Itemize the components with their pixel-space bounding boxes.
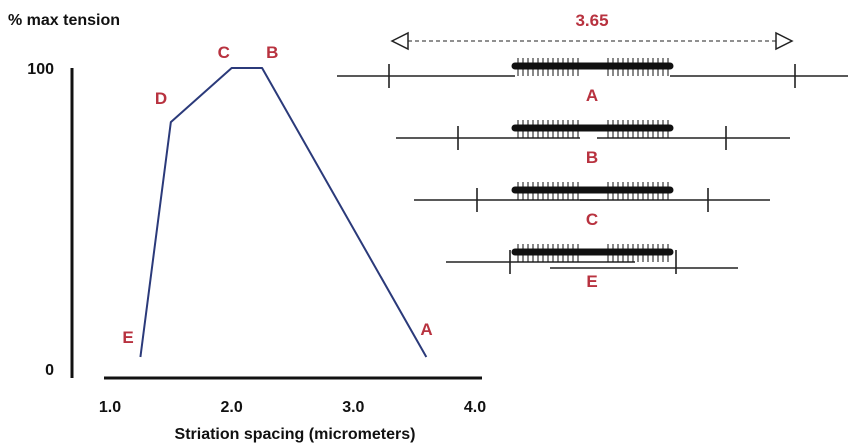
sarcomere-state-label: E [586,272,597,291]
point-label-E: E [122,328,133,347]
sarcomere-diagram: 3.65 A B C E [337,11,848,291]
point-label-B: B [266,43,278,62]
x-tick-label-2: 2.0 [221,399,243,416]
y-tick-label-0: 0 [45,362,54,379]
x-axis-title: Striation spacing (micrometers) [175,426,416,443]
point-label-C: C [218,43,230,62]
x-tick-label-1: 1.0 [99,399,121,416]
spacing-value-label: 3.65 [575,11,608,30]
sarcomere-rows: A B C E [337,58,848,291]
point-label-D: D [155,89,167,108]
spacing-arrow [390,31,794,51]
sarcomere-state-label: B [586,148,598,167]
y-tick-label-100: 100 [27,61,54,78]
tension-series-line [139,67,428,358]
point-label-A: A [420,320,432,339]
x-tick-label-4: 4.0 [464,399,486,416]
sarcomere-state-label: A [586,86,598,105]
y-axis-title: % max tension [8,12,120,29]
x-tick-label-3: 3.0 [342,399,364,416]
sarcomere-state-label: C [586,210,598,229]
